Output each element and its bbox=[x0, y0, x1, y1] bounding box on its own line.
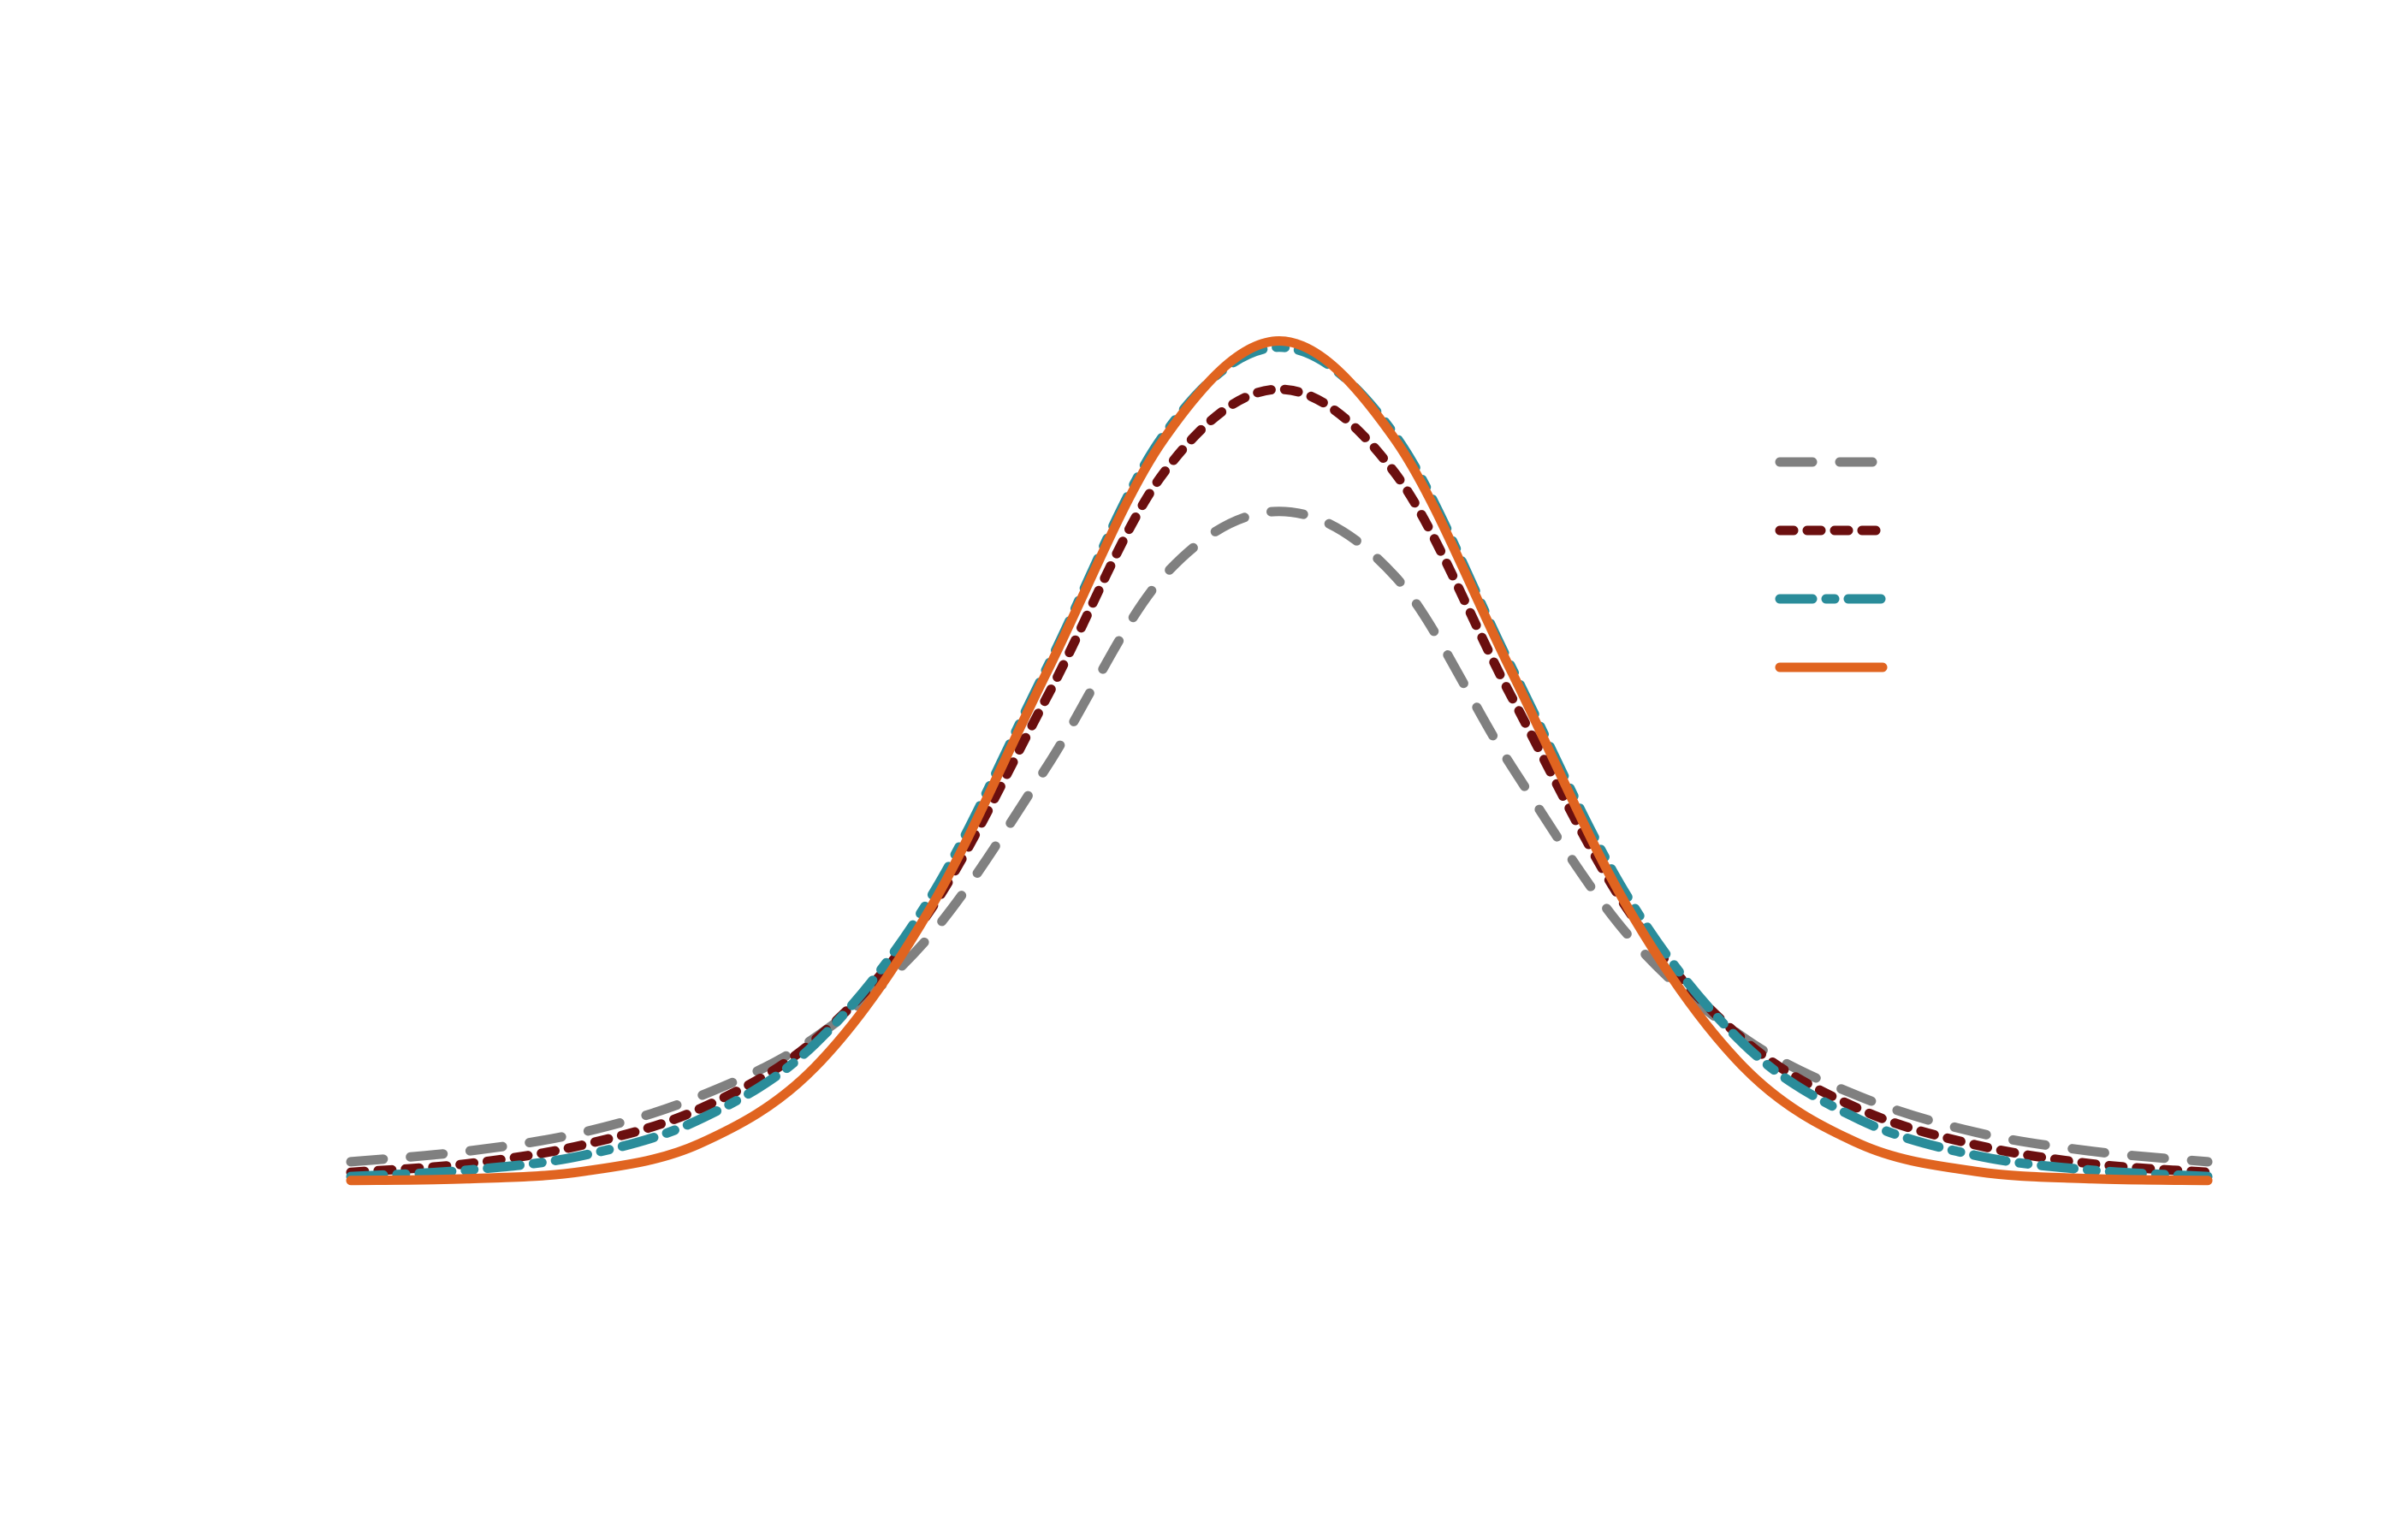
series-curves bbox=[346, 335, 2213, 1186]
series-line-3 bbox=[346, 342, 2213, 1182]
series-line-4 bbox=[346, 335, 2213, 1186]
series-line-2 bbox=[346, 384, 2213, 1177]
series-line-1 bbox=[346, 506, 2213, 1167]
legend bbox=[1775, 457, 1888, 672]
